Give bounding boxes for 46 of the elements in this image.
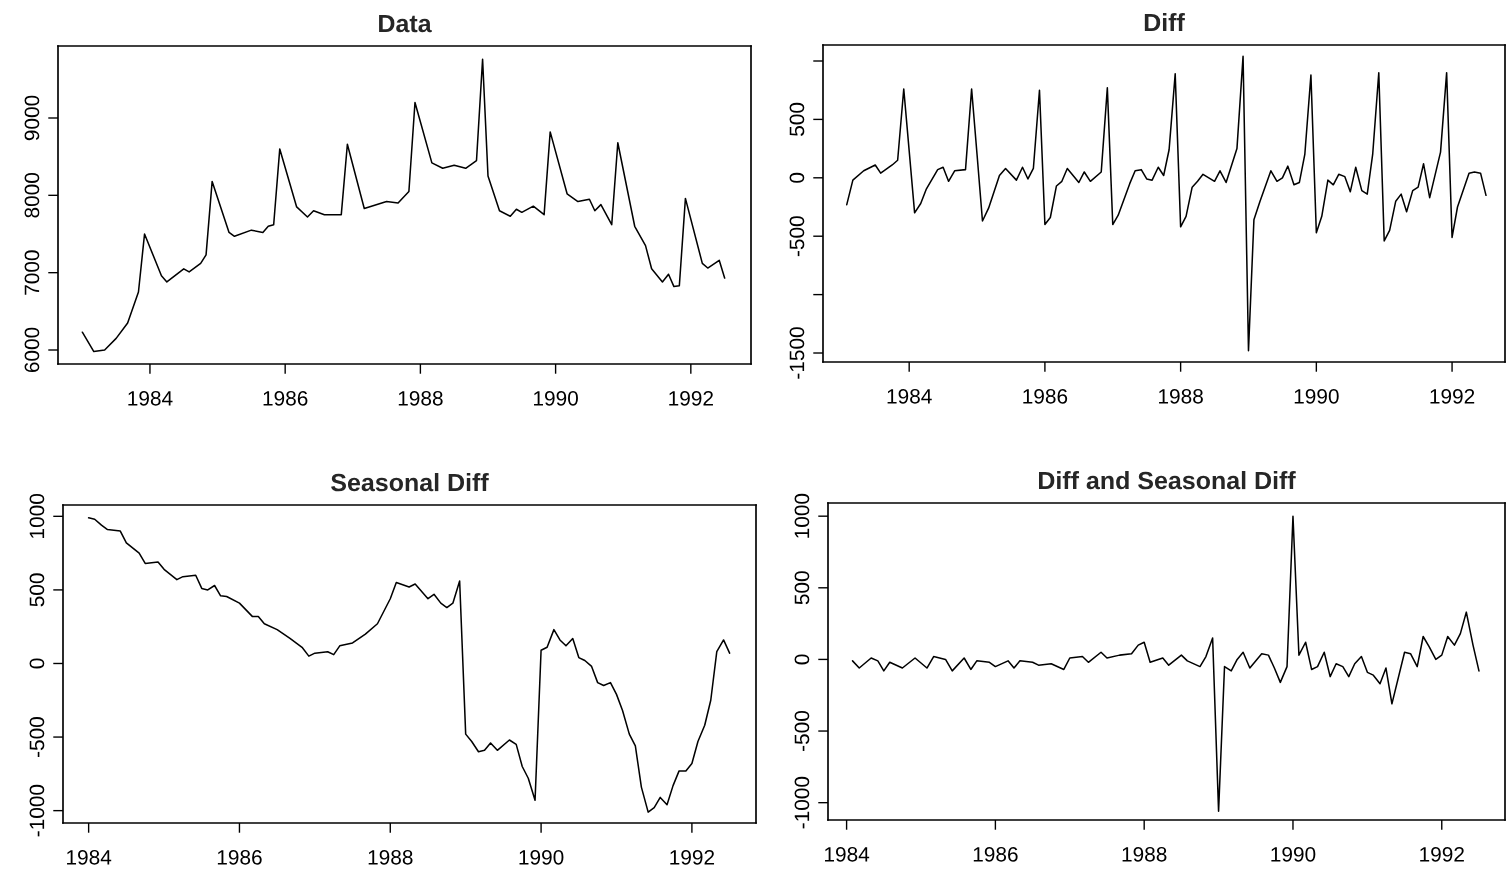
chart-title: Data bbox=[379, 14, 432, 33]
y-tick-label: -500 bbox=[794, 711, 810, 751]
y-tick-label: 9000 bbox=[24, 95, 40, 141]
x-tick-label: 1986 bbox=[217, 849, 262, 865]
x-tick-label: 1990 bbox=[534, 390, 578, 406]
y-tick-label: 0 bbox=[794, 654, 810, 665]
x-tick-label: 1988 bbox=[368, 849, 413, 865]
x-tick-label: 1990 bbox=[1294, 388, 1339, 404]
y-tick-label: 1000 bbox=[794, 493, 810, 538]
y-tick-label: -1500 bbox=[789, 327, 805, 379]
x-tick-label: 1992 bbox=[669, 390, 713, 406]
x-tick-label: 1988 bbox=[1159, 388, 1203, 404]
x-tick-label: 1988 bbox=[1122, 846, 1167, 862]
chart-title: Seasonal Diff bbox=[331, 472, 489, 492]
y-tick-label: -1000 bbox=[794, 776, 810, 829]
line-series bbox=[81, 58, 726, 353]
y-tick-label: 500 bbox=[794, 571, 810, 605]
line-series bbox=[87, 517, 731, 813]
y-tick-label: 0 bbox=[29, 658, 45, 669]
x-tick-label: 1986 bbox=[263, 390, 308, 406]
x-tick-label: 1984 bbox=[887, 388, 932, 404]
chart-title: Diff and Seasonal Diff bbox=[1039, 470, 1296, 490]
y-tick-label: 0 bbox=[789, 172, 805, 183]
y-tick-label: 1000 bbox=[29, 493, 45, 538]
y-tick-label: -500 bbox=[789, 216, 805, 257]
y-tick-label: 8000 bbox=[24, 172, 40, 218]
line-series bbox=[851, 515, 1480, 813]
x-tick-label: 1992 bbox=[670, 849, 715, 865]
y-tick-label: -1000 bbox=[29, 784, 45, 837]
chart-title: Diff bbox=[1144, 12, 1185, 32]
y-tick-label: 500 bbox=[789, 102, 805, 136]
x-tick-label: 1988 bbox=[398, 390, 443, 406]
x-tick-label: 1984 bbox=[825, 846, 870, 862]
x-tick-label: 1984 bbox=[67, 849, 112, 865]
line-series bbox=[845, 55, 1487, 352]
x-tick-label: 1990 bbox=[1271, 846, 1316, 862]
x-tick-label: 1986 bbox=[973, 846, 1018, 862]
x-tick-label: 1992 bbox=[1430, 388, 1475, 404]
x-tick-label: 1992 bbox=[1420, 846, 1464, 862]
y-tick-label: 500 bbox=[29, 573, 45, 607]
x-tick-label: 1990 bbox=[519, 849, 564, 865]
y-tick-label: -500 bbox=[29, 717, 45, 757]
y-tick-label: 7000 bbox=[24, 250, 40, 295]
y-tick-label: 6000 bbox=[24, 327, 40, 373]
x-tick-label: 1984 bbox=[128, 390, 173, 406]
x-tick-label: 1986 bbox=[1023, 388, 1068, 404]
